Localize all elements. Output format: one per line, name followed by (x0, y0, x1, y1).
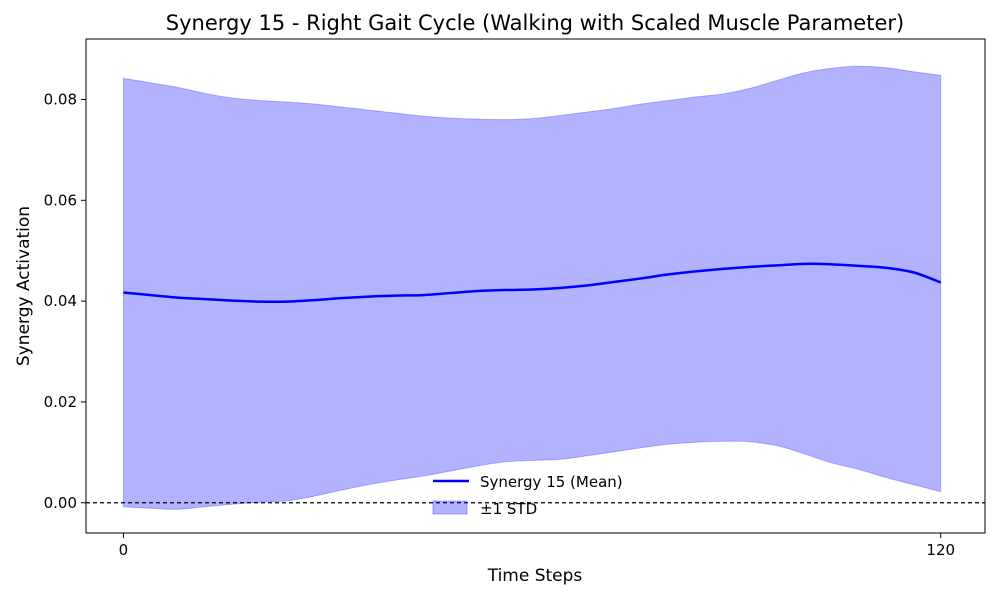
plot-area (86, 65, 985, 510)
axes-frame (85, 38, 986, 534)
std-band (122, 65, 942, 510)
x-axis-label: Time Steps (487, 566, 583, 586)
legend-label-std: ±1 STD (480, 500, 537, 518)
axis-ticks: 0 120 0.00 0.02 0.04 0.06 0.08 (44, 90, 955, 559)
x-tick-label: 120 (926, 541, 955, 559)
y-tick-label: 0.08 (44, 90, 77, 108)
y-tick-label: 0.06 (44, 191, 77, 209)
legend: Synergy 15 (Mean) ±1 STD (432, 473, 623, 518)
y-axis-label: Synergy Activation (14, 206, 34, 366)
legend-swatch-std (432, 500, 468, 515)
chart-title: Synergy 15 - Right Gait Cycle (Walking w… (166, 11, 904, 35)
legend-label-mean: Synergy 15 (Mean) (480, 473, 623, 491)
x-tick-label: 0 (119, 541, 129, 559)
mean-line (123, 262, 942, 304)
y-tick-label: 0.00 (44, 494, 77, 512)
y-tick-label: 0.04 (44, 292, 77, 310)
y-tick-label: 0.02 (44, 393, 77, 411)
